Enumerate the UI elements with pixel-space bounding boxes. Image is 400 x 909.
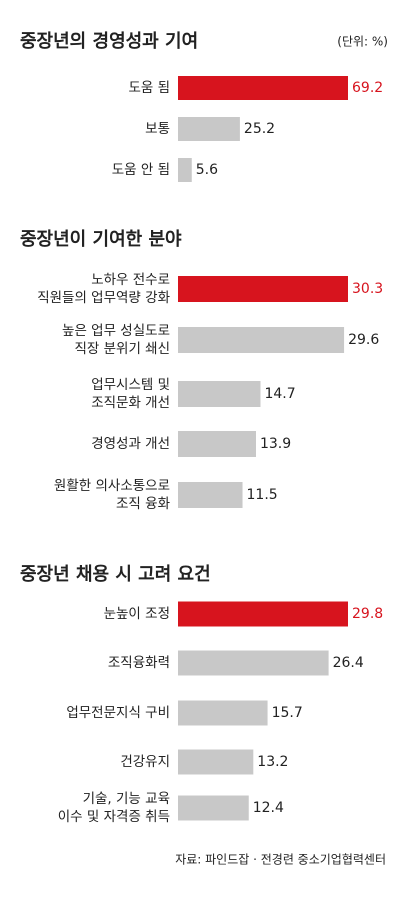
category-label: 조직융화력 — [108, 655, 170, 671]
bar — [178, 117, 240, 141]
value-label: 11.5 — [247, 487, 278, 503]
category-label: 원활한 의사소통으로 조직 융화 — [54, 478, 170, 512]
bar — [178, 650, 329, 676]
value-label: 12.4 — [253, 800, 284, 816]
bar — [178, 601, 348, 627]
value-label: 29.6 — [348, 332, 379, 348]
unit-label: (단위: %) — [337, 35, 388, 49]
category-label: 보통 — [145, 121, 170, 137]
category-label: 건강유지 — [120, 754, 170, 770]
bar — [178, 795, 249, 821]
value-label: 69.2 — [352, 80, 383, 96]
value-label: 5.6 — [196, 162, 218, 178]
value-label: 30.3 — [352, 281, 383, 297]
category-label: 업무전문지식 구비 — [66, 705, 170, 721]
value-label: 25.2 — [244, 121, 275, 137]
category-label: 도움 됨 — [128, 80, 170, 96]
bar — [178, 700, 268, 726]
category-label: 높은 업무 성실도로 직장 분위기 쇄신 — [62, 323, 170, 357]
chart-title: 중장년의 경영성과 기여 — [20, 31, 198, 52]
bar — [178, 431, 256, 457]
value-label: 15.7 — [272, 705, 303, 721]
source: 자료: 파인드잡 · 전경련 중소기업협력센터 — [175, 853, 386, 867]
value-label: 14.7 — [264, 386, 295, 402]
bar — [178, 158, 192, 182]
bar — [178, 327, 345, 353]
category-label: 경영성과 개선 — [91, 436, 170, 452]
category-label: 도움 안 됨 — [112, 162, 170, 178]
value-label: 26.4 — [333, 655, 364, 671]
bar — [178, 276, 348, 302]
bar — [178, 482, 243, 508]
chart-title: 중장년 채용 시 고려 요건 — [20, 564, 211, 585]
category-label: 업무시스템 및 조직문화 개선 — [91, 377, 170, 411]
value-label: 13.9 — [260, 436, 291, 452]
bar — [178, 76, 348, 100]
bar — [178, 381, 261, 407]
bar — [178, 749, 254, 775]
value-label: 13.2 — [257, 754, 288, 770]
value-label: 29.8 — [352, 606, 383, 622]
category-label: 기술, 기능 교육 이수 및 자격증 취득 — [58, 791, 170, 825]
category-label: 노하우 전수로 직원들의 업무역량 강화 — [37, 272, 170, 306]
category-label: 눈높이 조정 — [104, 606, 170, 622]
chart-title: 중장년이 기여한 분야 — [20, 229, 182, 250]
